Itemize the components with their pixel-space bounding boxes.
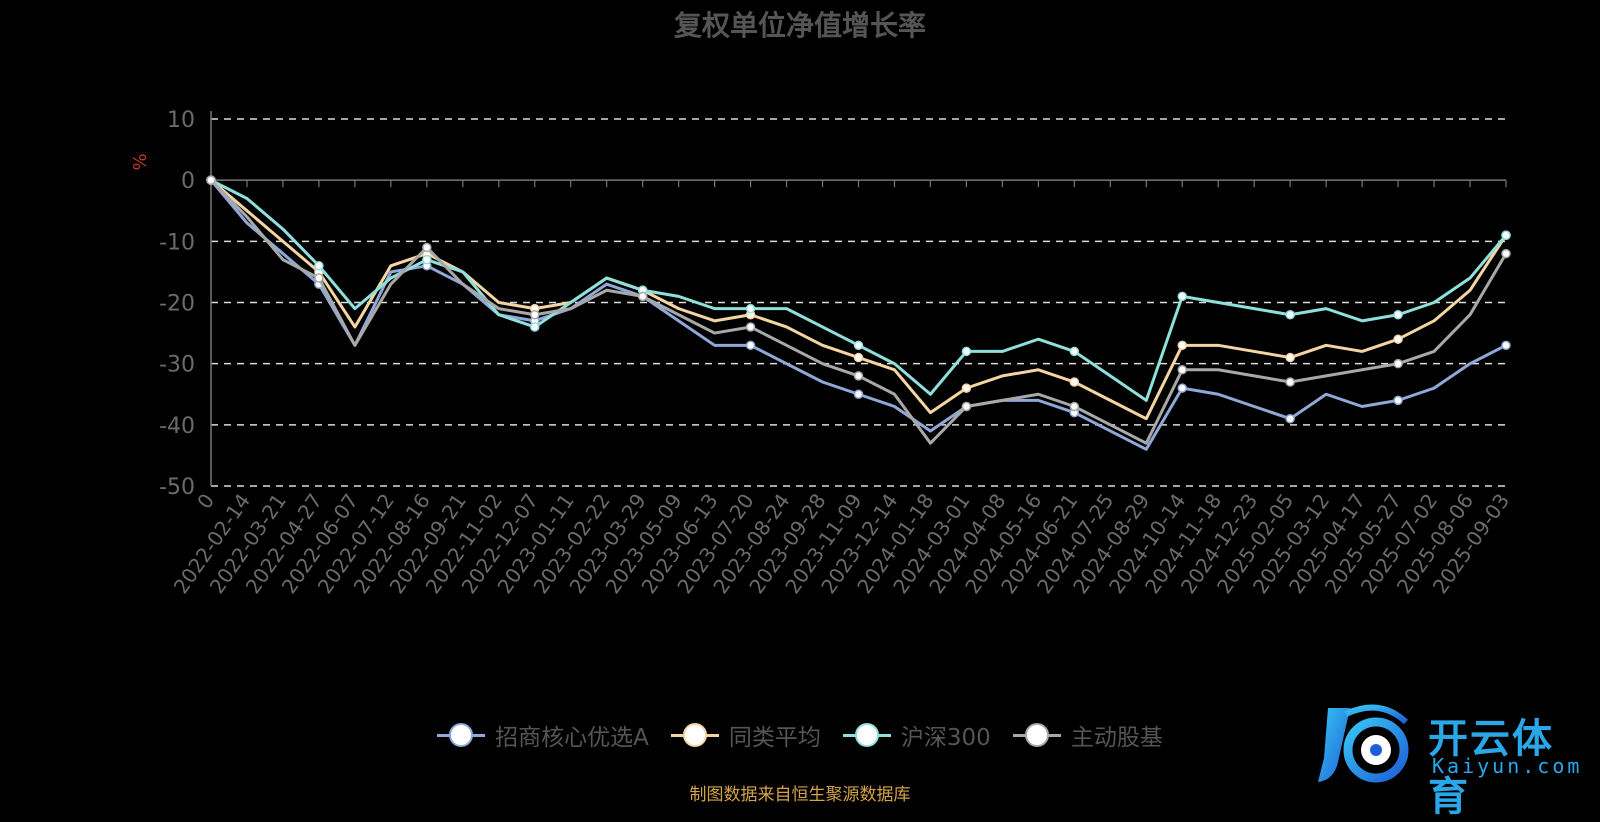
series-point (1285, 352, 1295, 363)
series-point (961, 346, 972, 357)
series-point (206, 175, 216, 185)
y-tick-label: -30 (159, 353, 195, 378)
legend-label: 沪深300 (900, 725, 991, 751)
series-point (745, 303, 756, 314)
series-point (961, 383, 972, 393)
series-line (209, 179, 1507, 451)
series-point (1285, 377, 1295, 387)
y-tick-label: -50 (159, 475, 195, 500)
series-point (745, 322, 756, 332)
legend-item[interactable]: 沪深300 (842, 718, 991, 752)
series-point (853, 389, 864, 399)
series-line (210, 179, 1508, 421)
legend-label: 同类平均 (728, 725, 821, 751)
legend-marker-icon (437, 723, 486, 747)
legend-label: 主动股基 (1070, 725, 1163, 751)
series-point (1393, 334, 1403, 344)
series-point (314, 273, 324, 283)
series-point (314, 261, 324, 271)
legend-label: 招商核心优选A (495, 725, 649, 751)
series-point (1393, 395, 1403, 406)
series-point (745, 340, 756, 351)
kaiyun-logo: 开云体育 Kaiyun.com (1310, 700, 1595, 820)
series-point (1177, 340, 1187, 351)
series-point (530, 309, 540, 320)
y-tick-label: 0 (181, 169, 195, 194)
x-tick-labels: 02022-02-142022-03-212022-04-272022-06-0… (169, 489, 1514, 598)
series-point (1501, 230, 1511, 240)
series-point (1069, 346, 1080, 357)
legend-marker-icon (1012, 723, 1061, 747)
series-point (1285, 413, 1295, 424)
series-point (530, 322, 540, 332)
chart-title: 复权单位净值增长率 (673, 9, 926, 42)
series-lines (206, 175, 1511, 451)
legend-item[interactable]: 招商核心优选A (437, 718, 649, 752)
series-point (1069, 377, 1080, 387)
line-chart: 10 0 -10 -20 -30 -40 -50 02022-02-142022-03-21… (130, 108, 1514, 598)
y-tick-label: -40 (159, 414, 195, 439)
series-point (1177, 365, 1187, 375)
series-point (853, 371, 864, 381)
series-point (1501, 340, 1511, 351)
x-tick-label: 0 (192, 489, 219, 513)
legend-item[interactable]: 主动股基 (1012, 718, 1163, 752)
series-point (1177, 291, 1187, 302)
y-tick-label: -10 (159, 230, 195, 255)
legend-item[interactable]: 同类平均 (670, 718, 821, 752)
series-point (1393, 309, 1403, 320)
series-point (961, 401, 972, 412)
series-point (422, 242, 432, 253)
series-point (853, 340, 864, 351)
y-tick-label: -20 (159, 292, 195, 317)
series-point (1501, 248, 1511, 259)
kaiyun-url-text: Kaiyun.com (1432, 754, 1583, 778)
series-point (637, 291, 648, 302)
legend-marker-icon (670, 723, 719, 747)
legend: 招商核心优选A 同类平均 沪深300 主动股基 (0, 718, 1600, 752)
series-line (210, 178, 1508, 402)
kaiyun-logo-icon (1318, 704, 1409, 783)
axes (210, 111, 1507, 486)
series-point (422, 254, 432, 265)
y-tick-labels: 10 0 -10 -20 -30 -40 -50 (159, 108, 195, 500)
series-point (1177, 383, 1187, 393)
legend-marker-icon (842, 723, 891, 747)
series-point (1069, 401, 1080, 412)
series-point (1285, 309, 1295, 320)
series-point (1393, 358, 1403, 369)
y-tick-label: 10 (167, 108, 195, 133)
grid-lines (211, 118, 1506, 487)
series-point (853, 352, 864, 363)
y-axis-label: % (130, 153, 151, 170)
